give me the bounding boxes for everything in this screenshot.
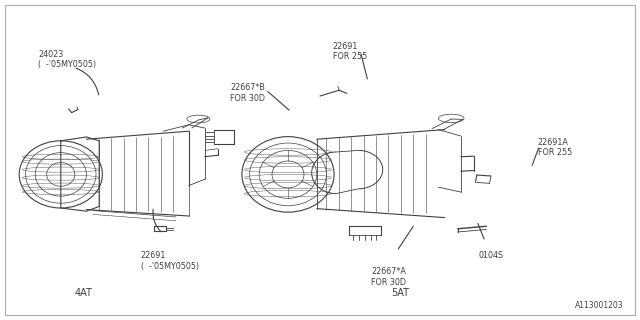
Text: 22691A
FOR 255: 22691A FOR 255 [538, 138, 572, 157]
Text: A113001203: A113001203 [575, 301, 624, 310]
Text: 22667*A
FOR 30D: 22667*A FOR 30D [371, 267, 406, 287]
Text: 22691
FOR 255: 22691 FOR 255 [333, 42, 367, 61]
Text: 22667*B
FOR 30D: 22667*B FOR 30D [230, 83, 266, 103]
Text: 4AT: 4AT [74, 288, 92, 298]
Text: 5AT: 5AT [391, 288, 409, 298]
Text: 24023
(  -'05MY0505): 24023 ( -'05MY0505) [38, 50, 97, 69]
Text: 0104S: 0104S [479, 251, 504, 260]
Text: 22691
(  -'05MY0505): 22691 ( -'05MY0505) [141, 251, 199, 271]
